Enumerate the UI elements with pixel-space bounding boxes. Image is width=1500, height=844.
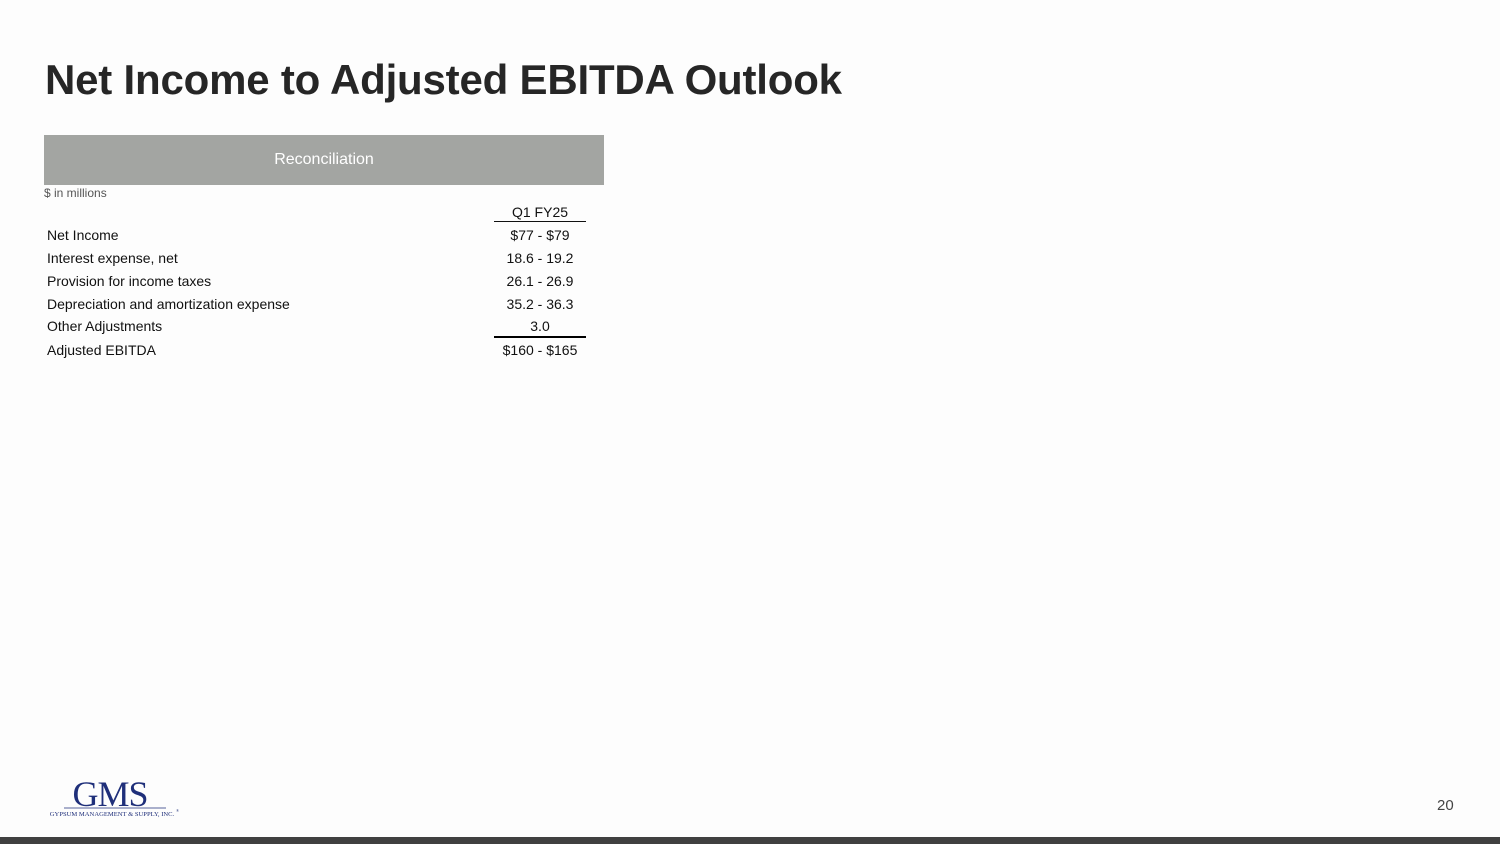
row-label: Adjusted EBITDA <box>47 342 156 358</box>
svg-text:GYPSUM MANAGEMENT & SUPPLY, IN: GYPSUM MANAGEMENT & SUPPLY, INC. <box>50 811 175 818</box>
row-value: 3.0 <box>530 318 550 334</box>
row-value: $160 - $165 <box>502 342 578 358</box>
total-rule <box>494 336 586 338</box>
page-title: Net Income to Adjusted EBITDA Outlook <box>45 56 842 103</box>
row-value: 26.1 - 26.9 <box>506 273 574 289</box>
row-label: Depreciation and amortization expense <box>47 296 290 312</box>
footer-bar <box>0 837 1500 844</box>
row-value: 35.2 - 36.3 <box>506 296 574 312</box>
units-note: $ in millions <box>44 186 107 200</box>
row-label: Provision for income taxes <box>47 273 212 289</box>
table-row: Other Adjustments 3.0 <box>47 318 586 338</box>
reconciliation-banner: Reconciliation <box>44 135 604 185</box>
row-value: 18.6 - 19.2 <box>506 250 574 266</box>
gms-logo: GMS GYPSUM MANAGEMENT & SUPPLY, INC. ® <box>50 776 179 818</box>
column-header: Q1 FY25 <box>494 204 586 222</box>
page-number: 20 <box>1437 797 1454 814</box>
table-row: Provision for income taxes 26.1 - 26.9 <box>47 273 586 293</box>
row-label: Net Income <box>47 227 119 243</box>
table-row: Interest expense, net 18.6 - 19.2 <box>47 250 586 270</box>
row-label: Interest expense, net <box>47 250 178 266</box>
row-label: Other Adjustments <box>47 318 163 334</box>
table-row: Net Income $77 - $79 <box>47 227 586 247</box>
svg-text:®: ® <box>176 808 179 813</box>
row-value: $77 - $79 <box>510 227 570 243</box>
table-row-total: Adjusted EBITDA $160 - $165 <box>47 342 586 362</box>
table-row: Depreciation and amortization expense 35… <box>47 296 586 316</box>
